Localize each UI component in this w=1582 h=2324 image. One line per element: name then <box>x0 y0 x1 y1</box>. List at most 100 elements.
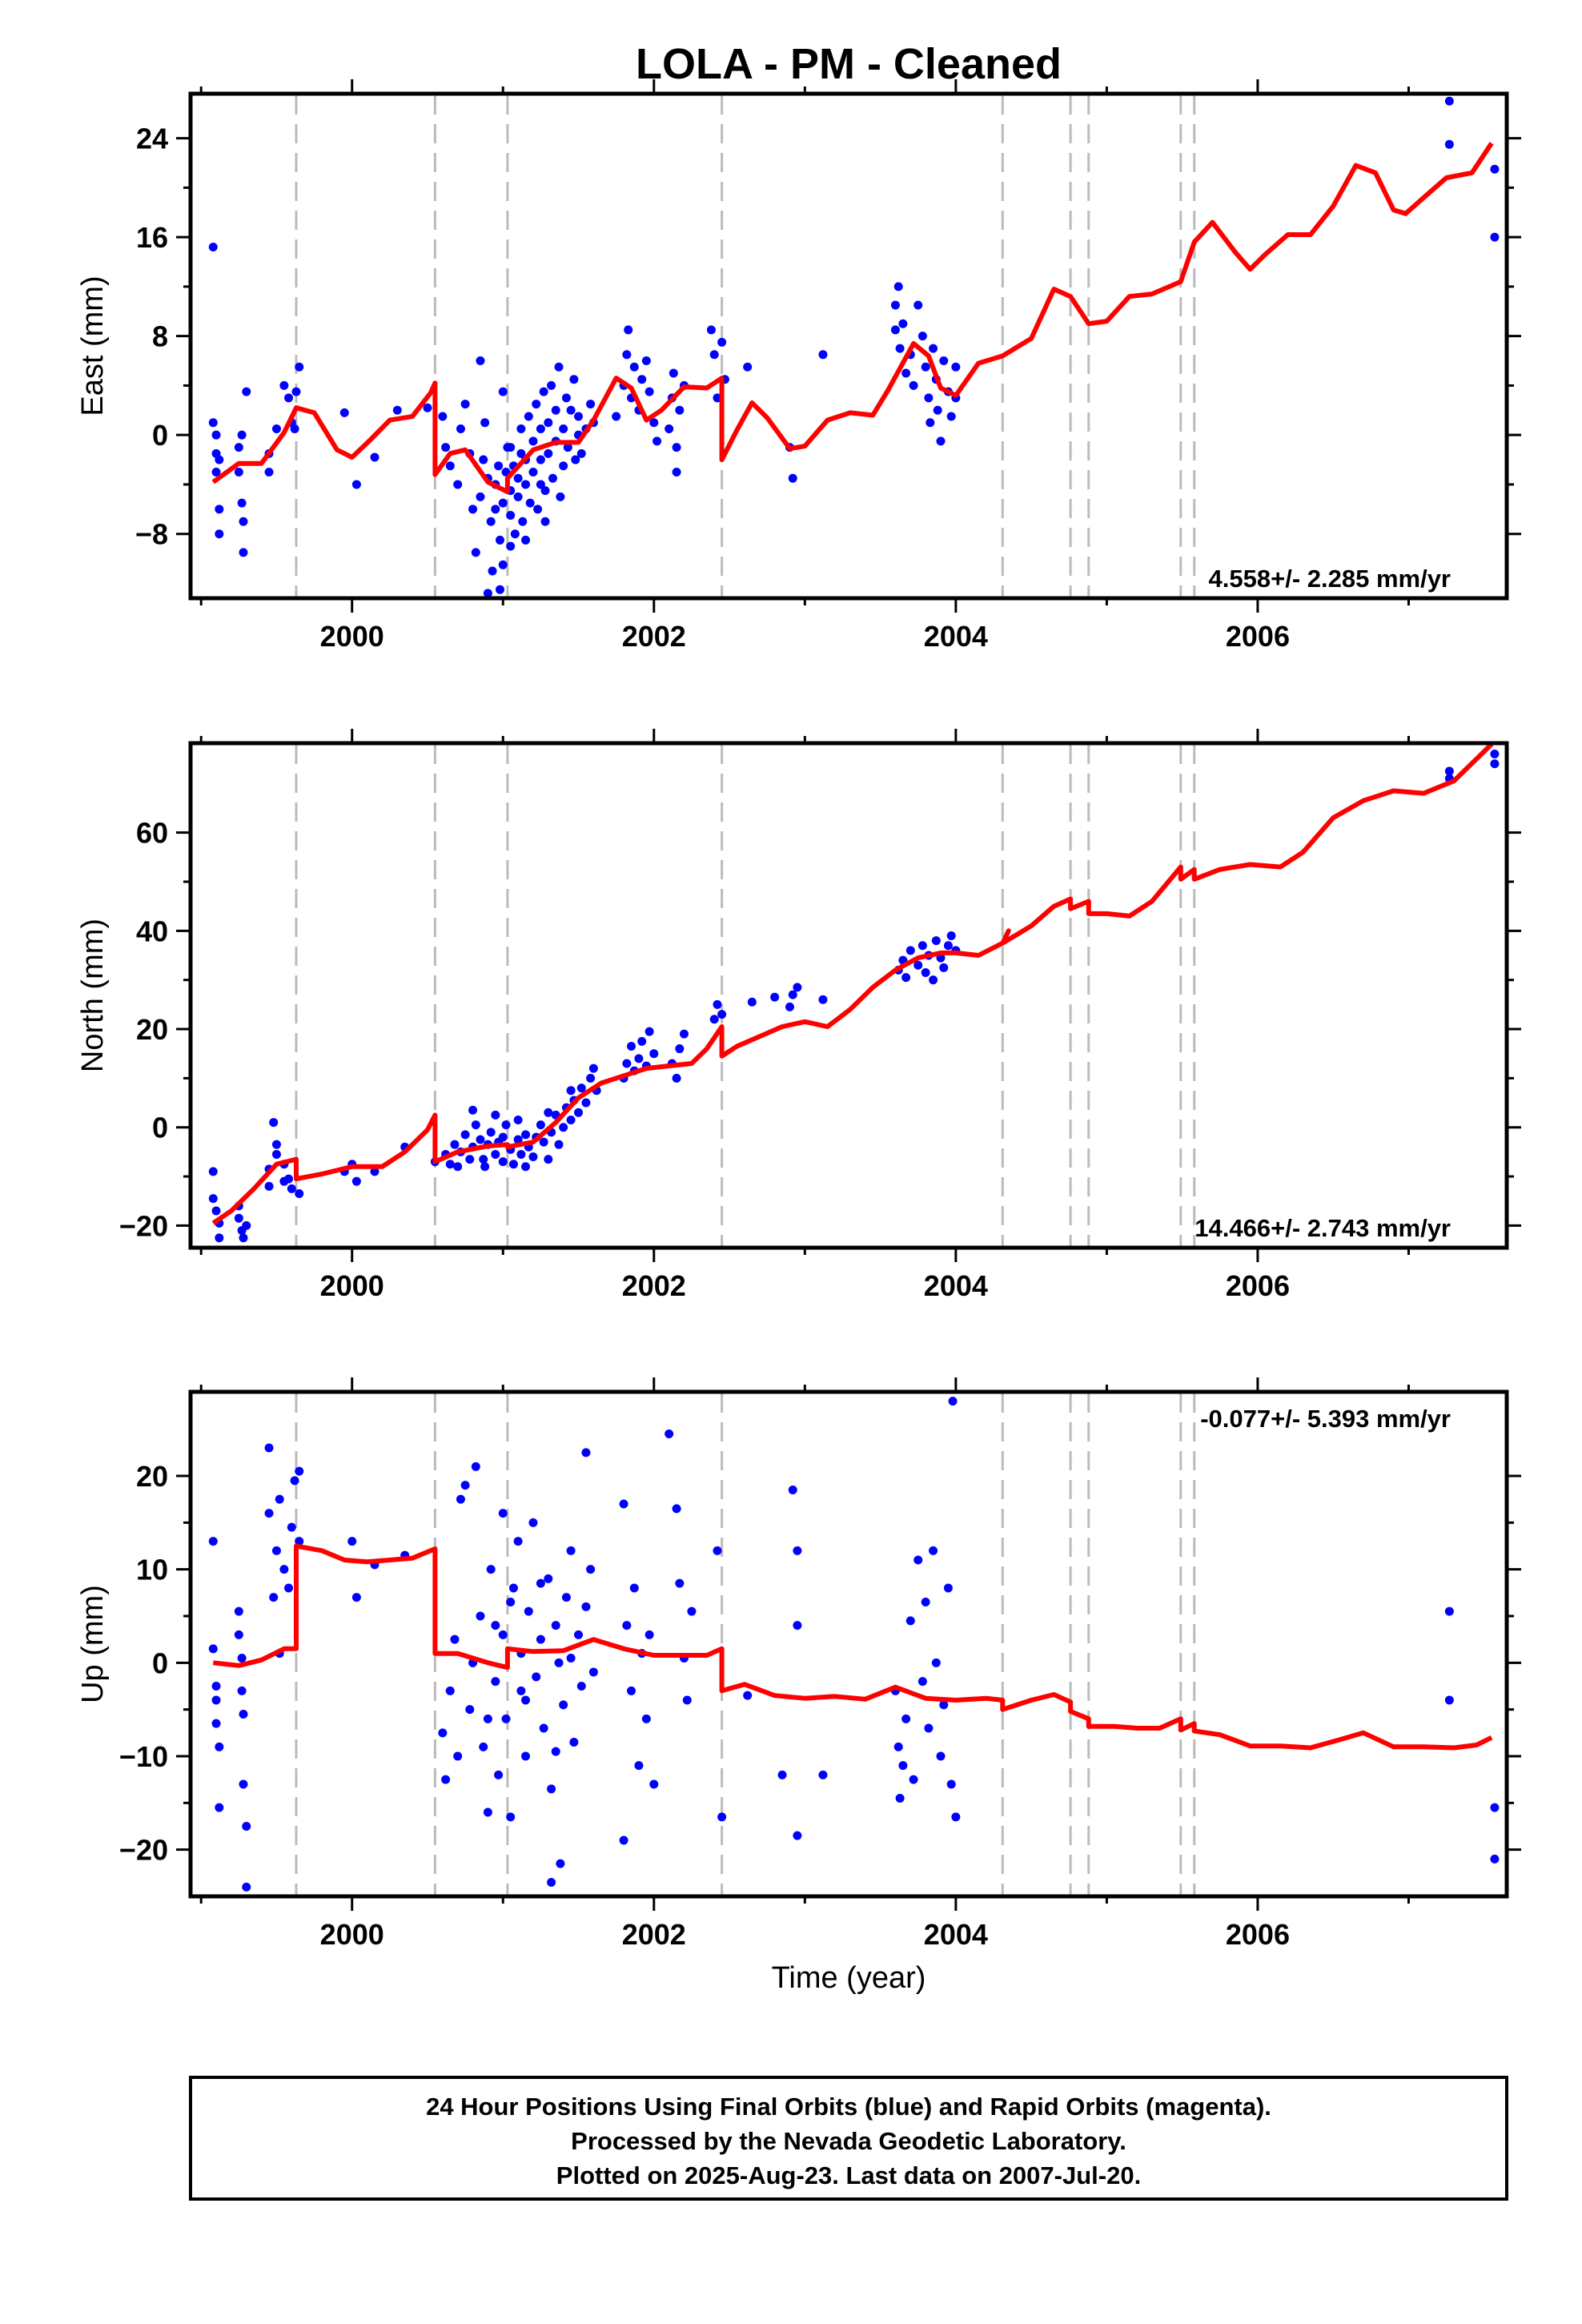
up-panel: −20 −10 0 10 20 2000 2002 2004 2006 Up (mm) -0.077… <box>76 1377 1521 1951</box>
north-data-point <box>234 1213 243 1223</box>
north-data-point <box>465 1155 475 1164</box>
east-data-point <box>494 461 504 471</box>
east-data-point <box>491 505 500 514</box>
north-data-point <box>269 1118 279 1128</box>
east-data-point <box>913 300 923 310</box>
east-data-point <box>291 387 301 396</box>
north-data-point <box>486 1128 496 1137</box>
north-data-point <box>471 1120 480 1130</box>
up-data-point <box>479 1742 488 1751</box>
up-data-point <box>743 1691 753 1700</box>
north-data-point <box>513 1116 523 1125</box>
up-data-point <box>566 1654 576 1663</box>
north-data-point <box>574 1108 584 1117</box>
up-data-point <box>1490 1803 1500 1812</box>
east-data-point <box>392 405 402 415</box>
east-data-point <box>933 405 942 415</box>
up-data-point <box>931 1658 941 1667</box>
footer-line-2: Processed by the Nevada Geodetic Laborat… <box>571 2127 1126 2155</box>
east-data-point <box>215 529 224 539</box>
up-data-point <box>588 1667 598 1677</box>
east-data-point <box>445 461 455 471</box>
north-data-point <box>521 1162 531 1172</box>
north-data-point <box>528 1152 538 1162</box>
east-data-point <box>215 455 224 464</box>
up-data-point <box>554 1658 564 1667</box>
north-data-point <box>271 1149 281 1159</box>
up-data-point <box>818 1770 828 1779</box>
up-data-point <box>508 1583 518 1593</box>
north-data-point <box>1490 759 1500 769</box>
up-data-point <box>498 1630 508 1639</box>
north-data-point <box>453 1162 463 1172</box>
up-data-point <box>211 1719 221 1728</box>
up-data-point <box>486 1565 496 1574</box>
east-data-point <box>569 375 579 384</box>
up-data-point <box>491 1677 500 1687</box>
up-data-point <box>438 1728 448 1738</box>
east-data-point <box>516 448 526 458</box>
north-data-point <box>460 1130 470 1140</box>
up-data-point <box>456 1494 465 1504</box>
north-panel: −20 0 20 40 60 2000 2002 2004 2006 North (mm) 14.4… <box>76 729 1521 1302</box>
north-data-point <box>637 1036 647 1046</box>
east-data-point <box>901 368 911 378</box>
east-data-point <box>544 448 553 458</box>
east-data-point <box>665 424 674 433</box>
east-data-point <box>208 242 218 251</box>
east-data-point <box>576 448 586 458</box>
east-data-point <box>521 535 531 545</box>
east-data-point <box>506 511 516 521</box>
east-data-point <box>586 400 596 409</box>
north-data-point <box>559 1123 568 1132</box>
up-data-point <box>777 1770 787 1779</box>
north-data-point <box>793 983 802 992</box>
east-x-tick-label: 2000 <box>320 620 384 653</box>
up-data-point <box>665 1429 674 1438</box>
up-data-point <box>284 1583 294 1593</box>
chart-title: LOLA - PM - Cleaned <box>636 40 1062 88</box>
up-data-point <box>713 1546 722 1555</box>
up-data-point <box>788 1486 797 1494</box>
up-data-point <box>943 1583 953 1593</box>
east-data-point <box>453 480 463 489</box>
east-data-point <box>506 443 516 452</box>
east-data-point <box>548 473 557 483</box>
up-data-point <box>1444 1695 1454 1705</box>
up-data-point <box>644 1630 654 1639</box>
up-data-point <box>453 1751 463 1761</box>
east-data-point <box>237 498 247 508</box>
east-data-point <box>554 362 564 372</box>
north-data-point <box>287 1184 296 1193</box>
up-data-point <box>494 1770 504 1779</box>
east-rate-label: 4.558+/- 2.285 mm/yr <box>1209 565 1451 593</box>
east-data-point <box>893 282 903 292</box>
east-data-point <box>1490 164 1500 174</box>
east-panel: −8 0 8 16 24 2000 2002 2004 2006 East (mm) 4.558+/… <box>76 79 1521 653</box>
north-data-point <box>351 1176 361 1186</box>
north-rate-label: 14.466+/- 2.743 mm/yr <box>1195 1214 1451 1242</box>
east-data-point <box>544 418 553 428</box>
north-data-point <box>480 1162 490 1172</box>
up-y-tick-label: 0 <box>152 1647 168 1679</box>
north-data-point <box>491 1110 500 1120</box>
north-data-point <box>675 1044 685 1054</box>
east-data-point <box>528 468 538 476</box>
east-data-point <box>924 393 934 403</box>
north-data-point <box>264 1181 274 1191</box>
up-data-point <box>539 1723 548 1733</box>
north-data-point <box>946 931 956 940</box>
up-data-point <box>793 1546 802 1555</box>
east-data-point <box>547 380 556 390</box>
east-data-point <box>652 436 662 446</box>
up-data-point <box>441 1775 451 1784</box>
up-data-point <box>682 1695 692 1705</box>
east-data-point <box>561 393 571 403</box>
up-data-point <box>898 1761 908 1771</box>
north-data-point <box>521 1130 531 1140</box>
east-data-point <box>528 436 538 446</box>
up-data-point <box>275 1494 284 1504</box>
up-data-point <box>901 1714 911 1723</box>
up-data-point <box>208 1644 218 1654</box>
